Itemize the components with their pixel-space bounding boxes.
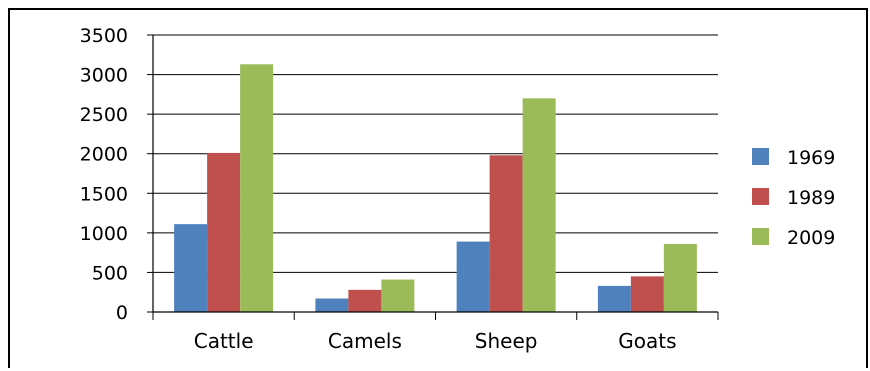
- y-tick-label: 1000: [80, 223, 128, 245]
- y-axis-tick-labels: 0 500 1000 1500 2000 2500 3000 3500: [80, 25, 128, 324]
- x-axis-category-labels: Cattle Camels Sheep Goats: [194, 329, 677, 353]
- x-category-label: Cattle: [194, 329, 254, 353]
- legend: 1969 1989 2009: [752, 147, 835, 249]
- legend-label-2009: 2009: [787, 227, 835, 249]
- bar-goats-1969: [597, 285, 631, 312]
- y-tick-label: 500: [92, 262, 128, 284]
- bar-sheep-1969: [456, 241, 490, 312]
- x-category-label: Goats: [618, 329, 676, 353]
- bar-sheep-2009: [522, 98, 556, 312]
- y-tick-label: 2000: [80, 144, 128, 166]
- bars: [174, 64, 697, 312]
- bar-cattle-1989: [207, 152, 241, 312]
- bar-sheep-1989: [489, 155, 523, 312]
- bar-camels-1969: [315, 298, 349, 312]
- bar-goats-2009: [663, 243, 697, 312]
- x-category-label: Camels: [328, 329, 402, 353]
- y-tick-label: 3500: [80, 25, 128, 47]
- legend-label-1989: 1989: [787, 187, 835, 209]
- axes: [147, 34, 719, 320]
- bar-cattle-1969: [174, 224, 208, 312]
- legend-label-1969: 1969: [787, 147, 835, 169]
- x-category-label: Sheep: [475, 329, 538, 353]
- chart-frame: [8, 8, 868, 368]
- bar-camels-2009: [381, 279, 415, 312]
- bar-goats-1989: [630, 276, 664, 312]
- bar-camels-1989: [348, 289, 382, 312]
- legend-swatch-2009: [752, 228, 769, 245]
- y-tick-label: 2500: [80, 104, 128, 126]
- legend-swatch-1989: [752, 188, 769, 205]
- y-tick-label: 3000: [80, 65, 128, 87]
- legend-swatch-1969: [752, 148, 769, 165]
- bar-cattle-2009: [240, 64, 274, 312]
- y-tick-label: 1500: [80, 183, 128, 205]
- y-tick-label: 0: [116, 302, 128, 324]
